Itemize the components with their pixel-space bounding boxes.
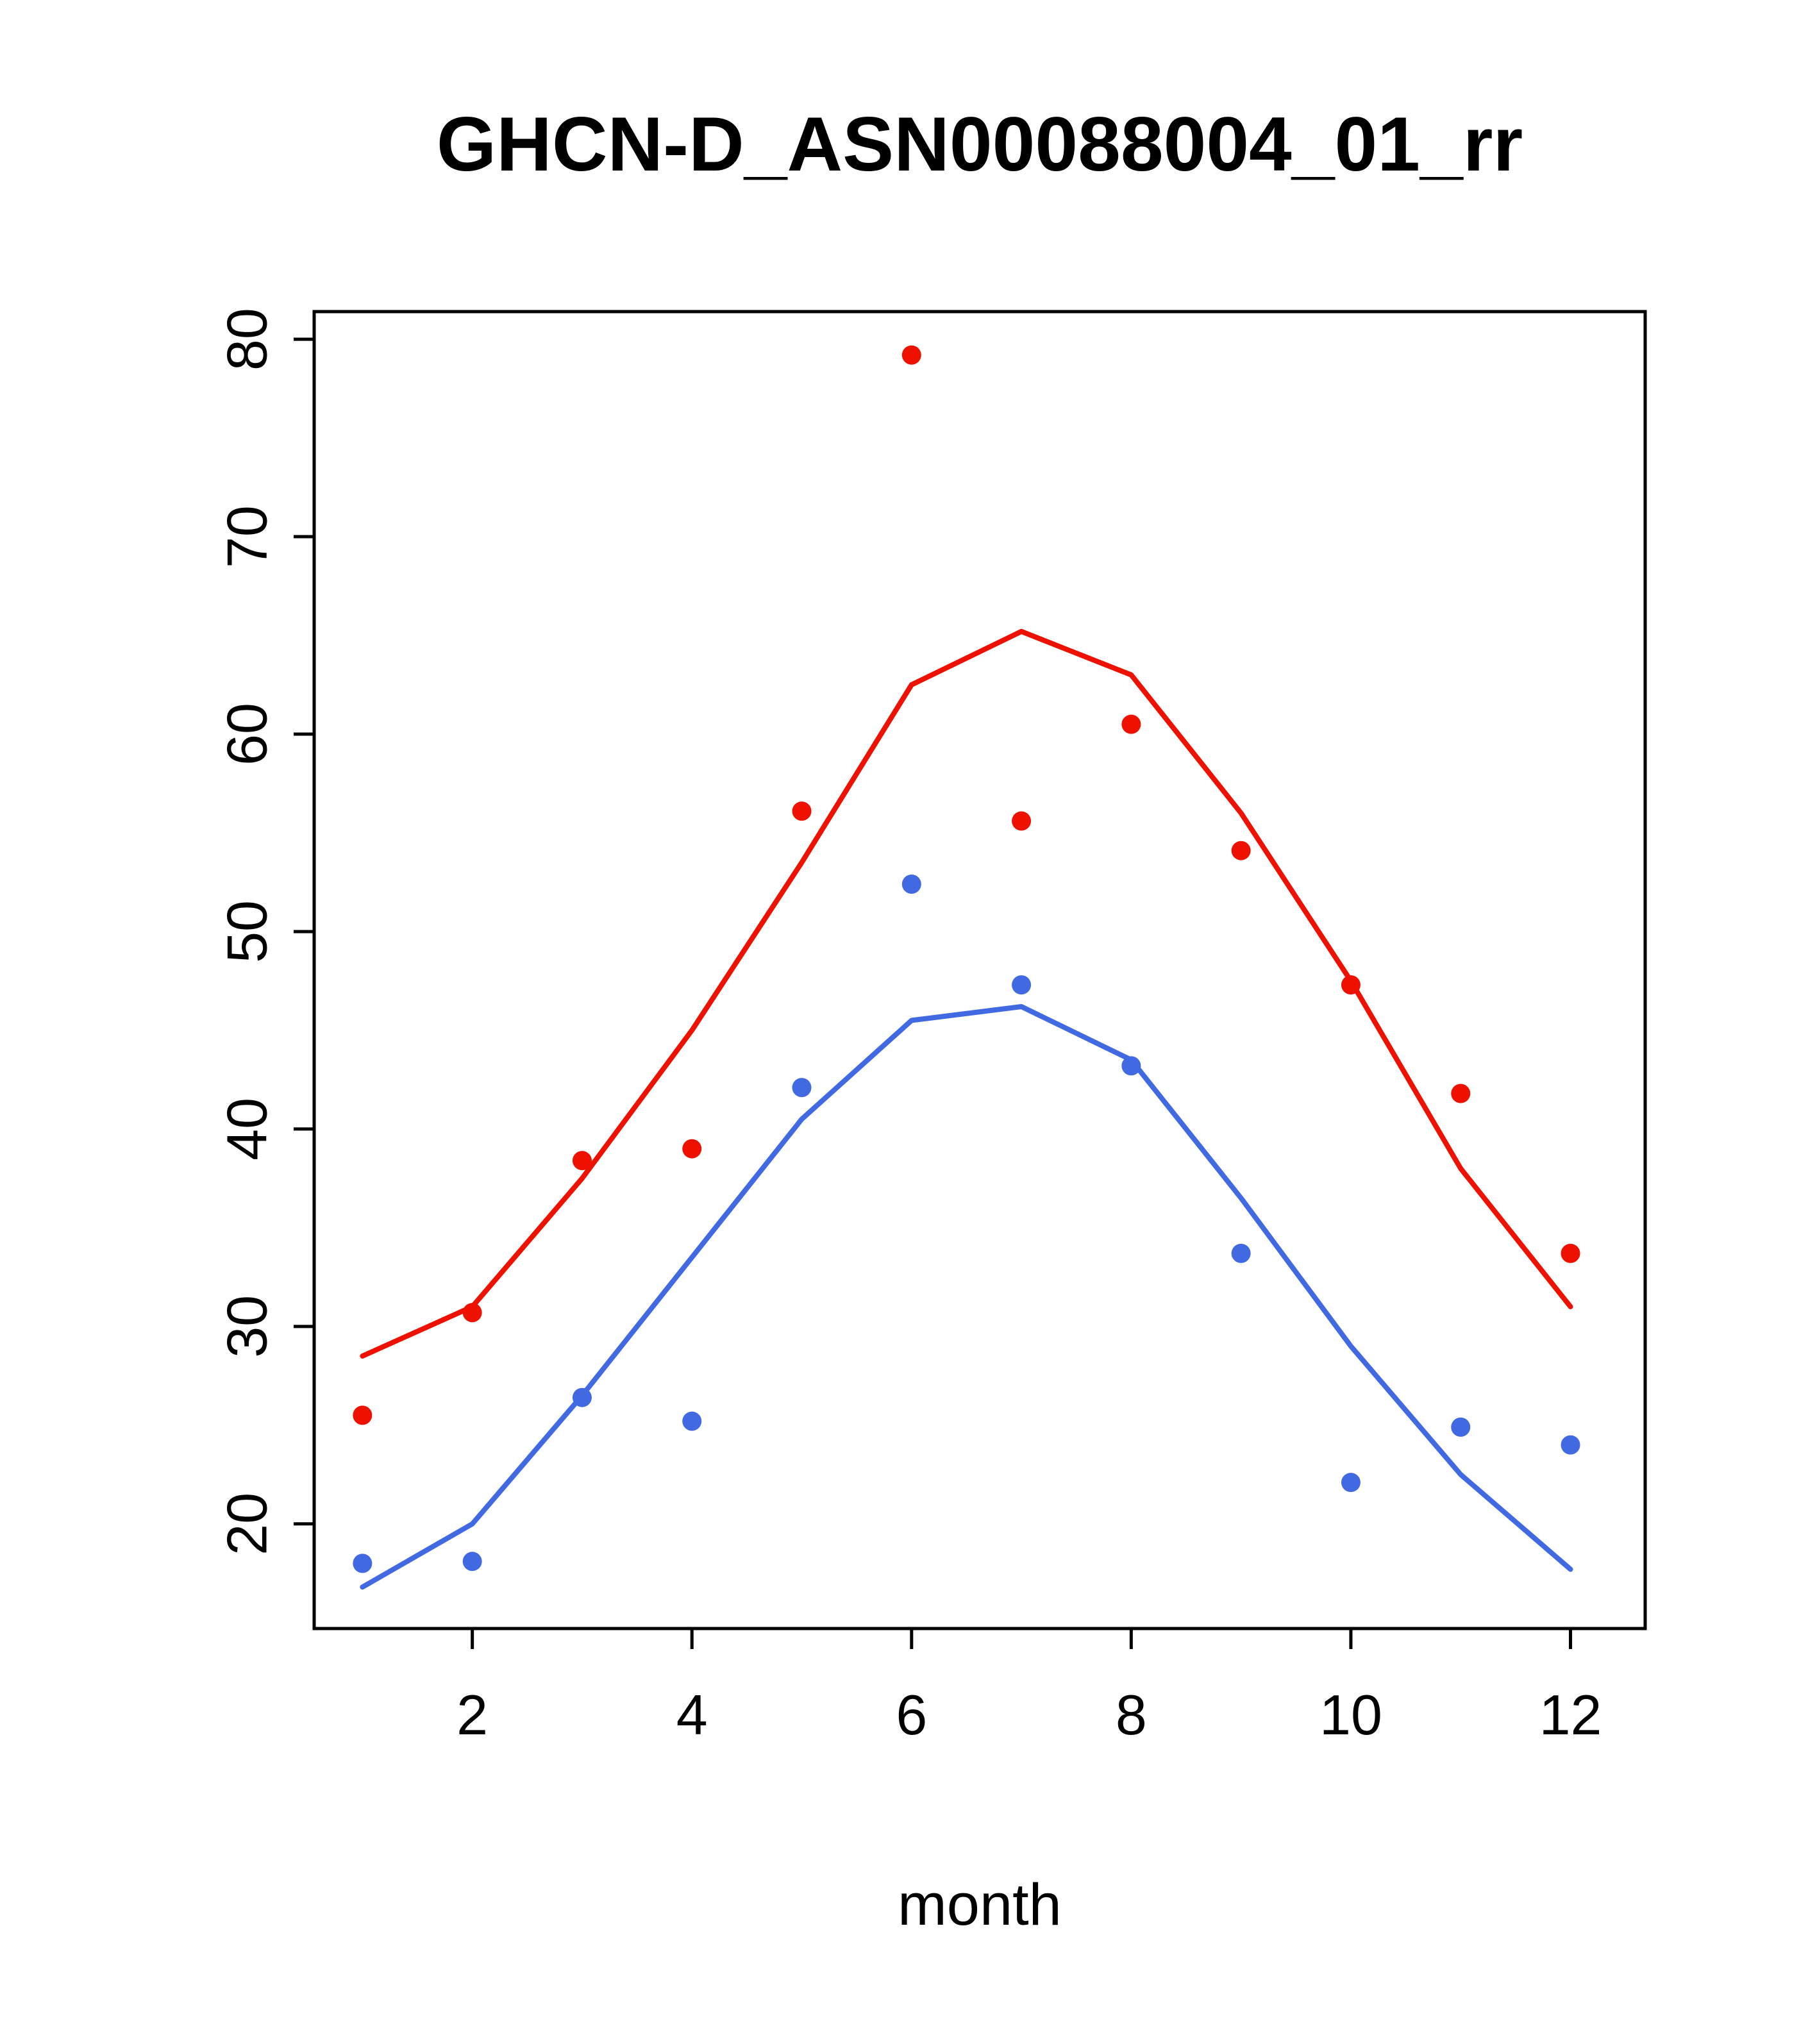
- y-tick-label: 20: [215, 1493, 279, 1555]
- x-tick-label: 8: [1116, 1683, 1147, 1747]
- y-tick-label: 80: [215, 308, 279, 371]
- red-point: [1341, 975, 1361, 995]
- blue-point: [1451, 1417, 1471, 1437]
- blue-point: [682, 1411, 702, 1431]
- y-tick-label: 30: [215, 1295, 279, 1358]
- blue-point: [572, 1387, 592, 1407]
- red-point: [901, 345, 921, 365]
- x-axis-label: month: [898, 1872, 1062, 1938]
- red-point: [1121, 714, 1141, 734]
- chart-title: GHCN-D_ASN00088004_01_rr: [436, 101, 1523, 187]
- y-tick-label: 50: [215, 900, 279, 963]
- red-smooth-line: [360, 628, 1573, 1359]
- red-point: [462, 1303, 482, 1323]
- y-tick-label: 60: [215, 703, 279, 766]
- blue-point: [1012, 975, 1032, 995]
- blue-point: [1341, 1473, 1361, 1493]
- blue-point: [901, 875, 921, 894]
- red-point: [353, 1405, 373, 1425]
- red-point: [1231, 841, 1251, 860]
- x-tick-label: 10: [1319, 1683, 1382, 1747]
- plot-border: [312, 310, 1647, 1630]
- red-point: [1012, 811, 1032, 831]
- red-point: [682, 1139, 702, 1159]
- blue-point: [792, 1078, 812, 1098]
- red-point: [572, 1151, 592, 1171]
- blue-point: [353, 1554, 373, 1573]
- x-tick-label: 12: [1539, 1683, 1602, 1747]
- blue-point: [1121, 1056, 1141, 1076]
- red-point: [1451, 1084, 1471, 1103]
- x-tick-label: 4: [676, 1683, 708, 1747]
- blue-point: [1231, 1243, 1251, 1263]
- y-tick-label: 70: [215, 505, 279, 568]
- blue-point: [462, 1552, 482, 1571]
- x-tick-label: 6: [896, 1683, 927, 1747]
- x-tick-label: 2: [456, 1683, 488, 1747]
- red-point: [792, 801, 812, 821]
- y-tick-label: 40: [215, 1098, 279, 1160]
- blue-point: [1561, 1435, 1580, 1455]
- blue-smooth-line: [360, 1003, 1573, 1590]
- red-point: [1561, 1243, 1580, 1263]
